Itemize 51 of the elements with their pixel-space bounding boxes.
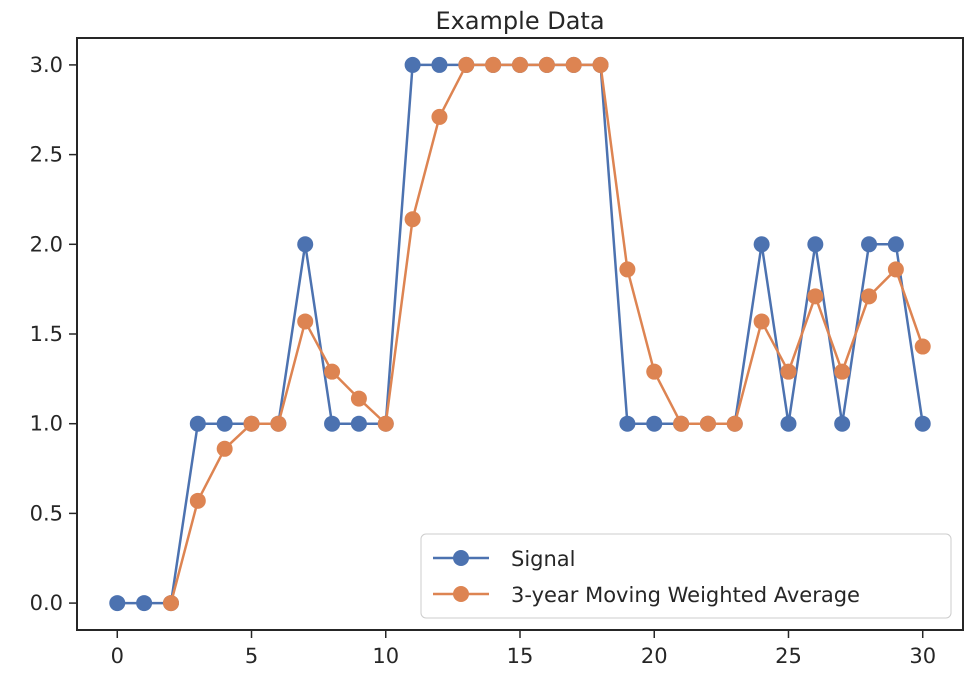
y-tick-label: 1.5 — [30, 322, 63, 346]
y-tick-label: 0.0 — [30, 591, 63, 616]
point — [216, 440, 233, 457]
point — [646, 416, 662, 432]
point — [619, 416, 636, 432]
y-tick-label: 3.0 — [30, 52, 63, 77]
y-tick-label: 0.5 — [30, 501, 63, 526]
point — [807, 236, 824, 252]
y-tick-label: 1.0 — [30, 412, 63, 436]
chart-title: Example Data — [435, 7, 605, 35]
point — [861, 288, 878, 304]
point — [216, 416, 233, 432]
point — [807, 288, 824, 304]
point — [888, 261, 904, 278]
point — [754, 236, 770, 252]
x-tick-label: 0 — [110, 644, 124, 668]
y-tick-label: 2.5 — [30, 142, 63, 167]
point — [431, 108, 448, 125]
x-tick-label: 10 — [372, 644, 400, 668]
x-tick-label: 5 — [244, 644, 258, 668]
point — [619, 261, 636, 278]
point — [780, 416, 796, 432]
x-tick-label: 30 — [909, 644, 936, 668]
x-tick-label: 20 — [640, 644, 668, 668]
y-tick-label: 2.0 — [30, 232, 63, 256]
point — [834, 416, 850, 432]
point — [297, 313, 314, 330]
point — [350, 416, 367, 432]
point — [190, 416, 206, 432]
point — [324, 364, 340, 380]
point — [780, 364, 796, 380]
point — [914, 338, 931, 355]
point — [404, 211, 421, 228]
legend-label: 3-year Moving Weighted Average — [511, 583, 860, 607]
point — [431, 56, 448, 73]
point — [324, 416, 340, 432]
point — [109, 595, 126, 612]
point — [646, 364, 662, 380]
point — [888, 236, 904, 252]
point — [914, 416, 931, 432]
point — [136, 595, 152, 612]
point — [834, 364, 850, 380]
x-tick-label: 25 — [775, 644, 802, 668]
point — [404, 56, 421, 73]
point — [190, 492, 206, 509]
legend-label: Signal — [511, 547, 576, 571]
point — [350, 390, 367, 407]
x-tick-label: 15 — [506, 644, 534, 668]
point — [754, 313, 770, 330]
point — [861, 236, 878, 252]
point — [297, 236, 314, 252]
